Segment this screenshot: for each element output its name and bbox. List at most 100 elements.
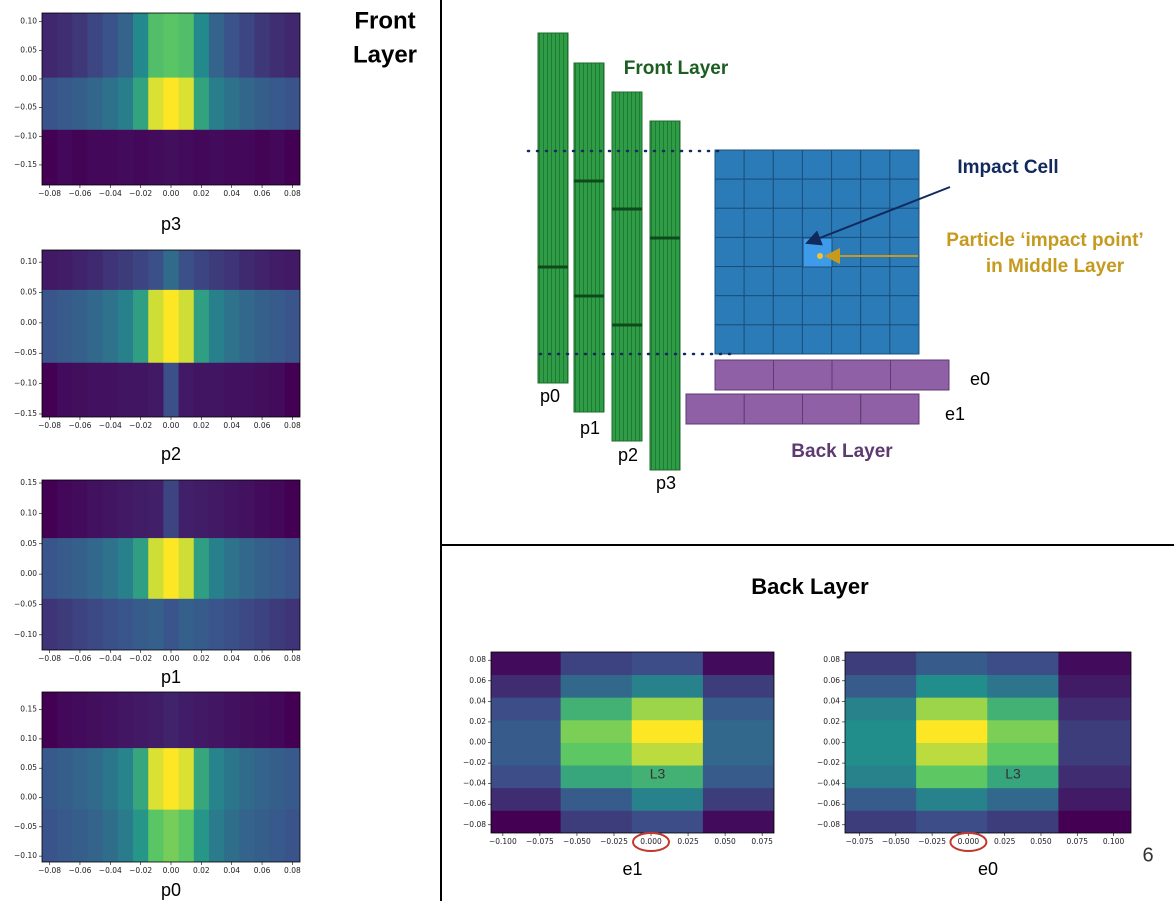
y-tick-label: 0.00 (469, 738, 486, 747)
heatmap-cell (491, 765, 561, 788)
heatmap-cell (179, 809, 195, 862)
heatmap-cell (632, 743, 704, 766)
middle-cell (890, 296, 919, 325)
heatmap-cell (270, 362, 286, 417)
heatmap-cell (88, 748, 104, 810)
heatmap-cells (491, 652, 774, 833)
middle-cell (802, 325, 831, 354)
diagram-label: Impact Cell (957, 157, 1058, 178)
diagram-label: Front Layer (624, 58, 729, 79)
heatmap-cell (72, 129, 88, 185)
heatmap-cell (194, 598, 210, 650)
x-tick-label: 0.025 (677, 837, 699, 846)
heatmap-cell (72, 77, 88, 130)
slide: Front Layer Back Layer 6 Front Layer Imp… (0, 0, 1174, 901)
x-tick-label: 0.02 (193, 866, 210, 875)
middle-cell (744, 296, 773, 325)
y-tick-label: 0.05 (20, 45, 37, 54)
heatmap-cell (209, 538, 225, 599)
heatmap-cell (148, 250, 164, 290)
x-tick-label: 0.050 (714, 837, 736, 846)
heatmap-cell (561, 720, 633, 743)
heatmap-cell (845, 743, 917, 766)
y-tick-label: 0.02 (469, 717, 486, 726)
x-tick-label: −0.02 (129, 421, 152, 430)
heatmap-cell (194, 13, 210, 78)
middle-cell (715, 296, 744, 325)
x-tick-label: −0.025 (918, 837, 946, 846)
heatmap-cell (148, 362, 164, 417)
page-number: 6 (1142, 844, 1153, 866)
y-tick-label: 0.10 (20, 734, 37, 743)
heatmap-cell (57, 598, 73, 650)
heatmap-cell (163, 289, 179, 362)
middle-cell (715, 208, 744, 237)
heatmap-cell (72, 692, 88, 748)
heatmap-cell (224, 538, 240, 599)
heatmap-cell (491, 697, 561, 720)
heatmap-cell (491, 675, 561, 698)
middle-cell (715, 237, 744, 266)
heatmap-cell (703, 788, 775, 811)
heatmap-cell (270, 13, 286, 78)
x-tick-label: −0.04 (99, 421, 122, 430)
heatmap-cell (632, 675, 704, 698)
heatmap-cell (72, 362, 88, 417)
x-tick-label: 0.06 (254, 421, 271, 430)
heatmap-cell (209, 77, 225, 130)
heatmap-cell (239, 538, 255, 599)
heatmap-cell (916, 675, 988, 698)
heatmap-cell (491, 810, 561, 833)
heatmap-cell (118, 77, 134, 130)
middle-cell (890, 237, 919, 266)
heatmap-cell (194, 748, 210, 810)
heatmap-cell (632, 810, 704, 833)
heatmap-cell (163, 250, 179, 290)
y-tick-label: 0.00 (20, 793, 37, 802)
y-tick-label: 0.00 (20, 74, 37, 83)
annotation: L3 (650, 766, 666, 782)
heatmap-cell (148, 598, 164, 650)
heatmap-cell (42, 362, 58, 417)
heatmap-cell (148, 289, 164, 362)
heatmap-cell (103, 692, 119, 748)
heatmap-cell (845, 810, 917, 833)
middle-cell (832, 179, 861, 208)
x-tick-label: 0.075 (751, 837, 773, 846)
heatmap-cell (845, 697, 917, 720)
heatmap-cell (239, 129, 255, 185)
heatmap-cell (148, 748, 164, 810)
middle-cell (861, 150, 890, 179)
heatmap-cell (254, 77, 270, 130)
middle-cell (744, 325, 773, 354)
heatmap-cell (163, 480, 179, 538)
x-axis-label: e0 (978, 859, 998, 879)
middle-cell (861, 267, 890, 296)
heatmap-cell (703, 652, 775, 675)
heatmap-cell (209, 692, 225, 748)
middle-cell (802, 267, 831, 296)
y-tick-label: −0.15 (14, 409, 37, 418)
diagram-label: p3 (656, 473, 676, 493)
diagram-label: p1 (580, 418, 600, 438)
heatmap-cell (270, 289, 286, 362)
heatmap-cell (285, 480, 301, 538)
heatmap-cell (148, 538, 164, 599)
heatmap-cell (133, 538, 149, 599)
heatmap-cell (194, 692, 210, 748)
heatmap-cell (703, 675, 775, 698)
x-tick-label: −0.06 (68, 189, 91, 198)
heatmap-cell (845, 675, 917, 698)
heatmap-cell (103, 289, 119, 362)
heatmap-cell (987, 697, 1059, 720)
heatmap-cell (103, 362, 119, 417)
y-tick-label: −0.04 (817, 779, 840, 788)
section-title: Layer (353, 41, 417, 68)
x-axis-label: p1 (161, 667, 181, 687)
x-tick-label: −0.02 (129, 189, 152, 198)
heatmap-cell (1058, 765, 1131, 788)
x-tick-label: −0.075 (526, 837, 554, 846)
heatmap-cell (254, 250, 270, 290)
heatmap-cell (103, 748, 119, 810)
heatmap-cell (987, 720, 1059, 743)
